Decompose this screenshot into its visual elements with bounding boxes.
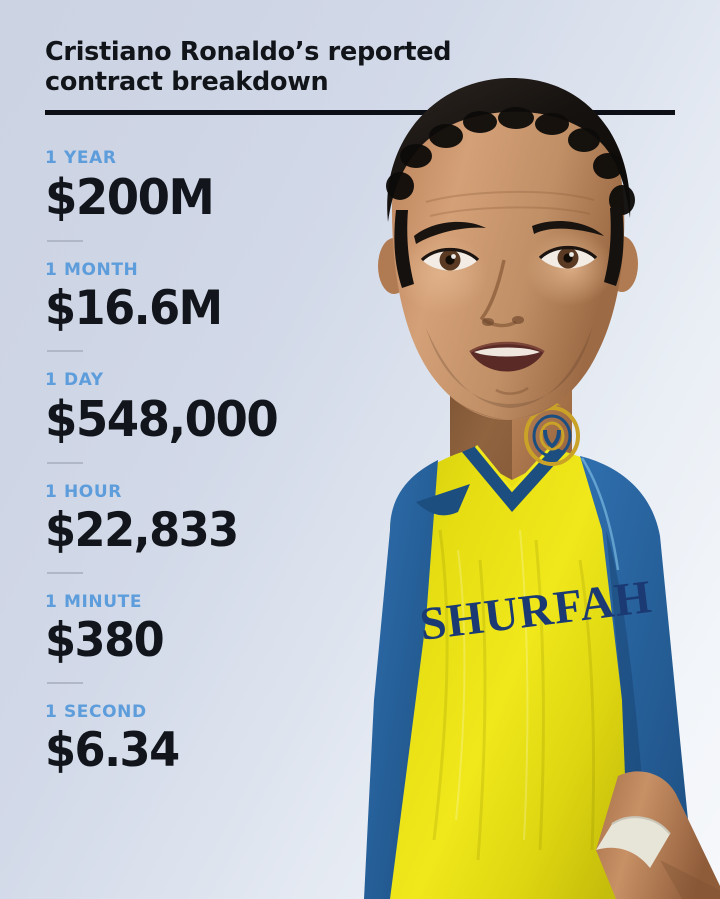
face xyxy=(392,79,625,421)
wristband xyxy=(596,817,670,868)
eyebrow-right xyxy=(532,220,604,236)
nose xyxy=(479,259,517,328)
stat-label: 1 MINUTE xyxy=(45,592,143,612)
stat-value: $200M xyxy=(45,169,215,226)
forehead-lines xyxy=(425,190,595,217)
stat-row: 1 MINUTE $380 xyxy=(45,592,375,668)
stat-label: 1 DAY xyxy=(45,370,104,390)
stat-row: 1 MONTH $16.6M xyxy=(45,260,375,336)
row-divider xyxy=(47,350,83,352)
stat-value: $6.34 xyxy=(45,723,180,778)
jersey-left-panel xyxy=(364,460,438,899)
stat-label: 1 YEAR xyxy=(45,148,117,168)
header-rule xyxy=(45,110,675,115)
row-divider xyxy=(47,682,83,684)
stat-row: 1 YEAR $200M xyxy=(45,148,375,226)
player-photo-svg: SHURFAH xyxy=(364,77,720,899)
stat-value: $548,000 xyxy=(45,391,279,448)
eye-left xyxy=(420,248,480,271)
jersey: SHURFAH xyxy=(364,398,696,899)
row-divider xyxy=(47,240,83,242)
mouth xyxy=(469,341,545,372)
nike-swoosh-icon xyxy=(416,484,470,516)
row-divider xyxy=(47,462,83,464)
row-divider xyxy=(47,572,83,574)
stat-row: 1 DAY $548,000 xyxy=(45,370,375,448)
jersey-body xyxy=(382,452,660,899)
chin-crease xyxy=(495,386,529,395)
head xyxy=(378,77,638,421)
page-title: Cristiano Ronaldo’s reported contract br… xyxy=(45,37,452,97)
eye-right xyxy=(538,246,598,269)
stats-list: 1 YEAR $200M 1 MONTH $16.6M 1 DAY $548,0… xyxy=(45,148,375,778)
stat-label: 1 SECOND xyxy=(45,702,147,722)
fabric-highlights xyxy=(455,529,529,841)
stat-label: 1 MONTH xyxy=(45,260,139,280)
player-photo: SHURFAH xyxy=(330,60,720,899)
hair xyxy=(387,77,631,222)
fabric-folds xyxy=(432,529,595,861)
forearm xyxy=(596,771,720,899)
stat-value: $22,833 xyxy=(45,503,239,558)
eyebrow-left xyxy=(414,221,486,244)
stat-label: 1 HOUR xyxy=(45,482,122,502)
hair-texture xyxy=(386,107,635,215)
stat-value: $380 xyxy=(45,613,165,668)
stat-row: 1 HOUR $22,833 xyxy=(45,482,375,558)
shoulder-seam xyxy=(580,457,620,571)
header: Cristiano Ronaldo’s reported contract br… xyxy=(45,37,680,97)
stat-value: $16.6M xyxy=(45,281,223,336)
stat-row: 1 SECOND $6.34 xyxy=(45,702,375,778)
